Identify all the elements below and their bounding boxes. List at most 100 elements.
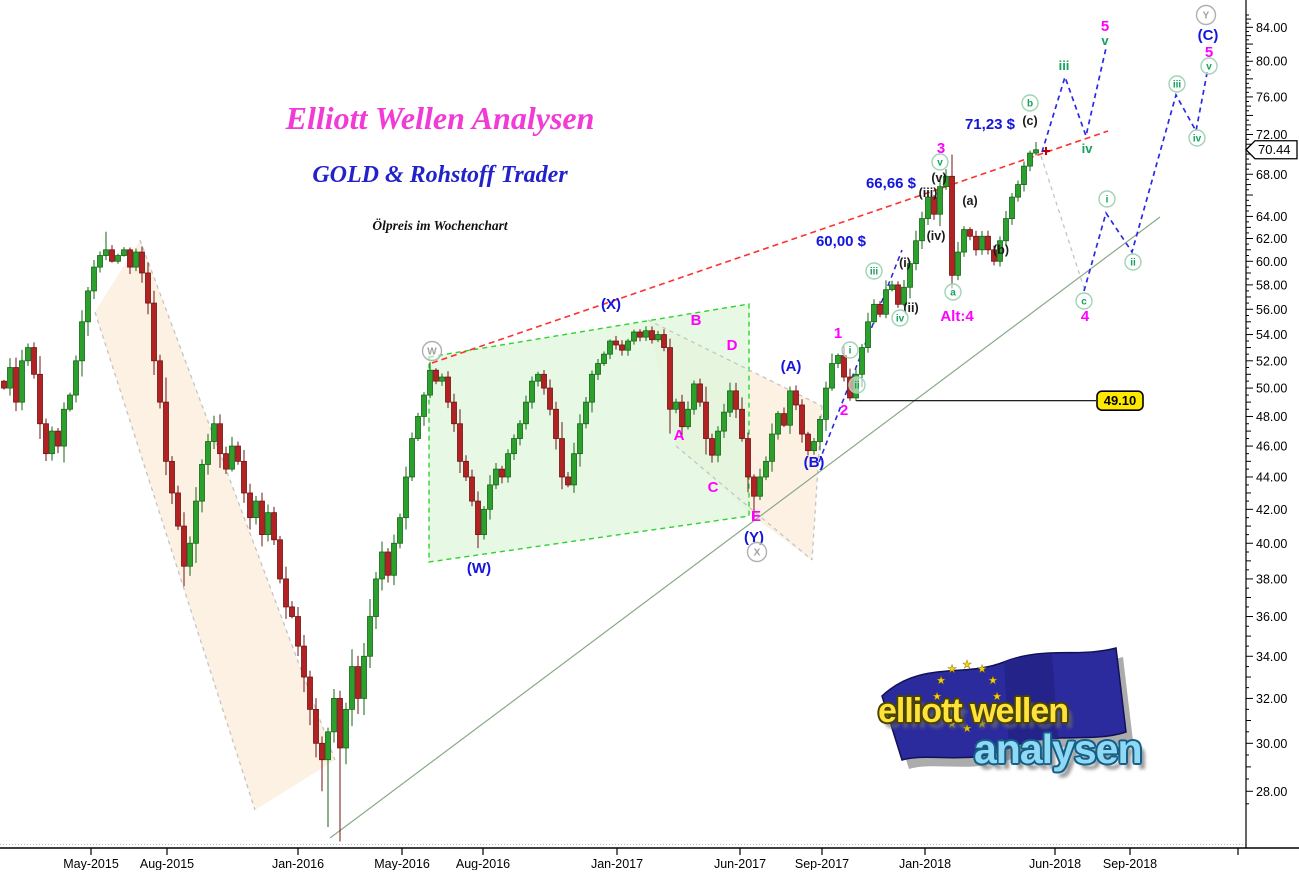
candle (7, 358, 13, 396)
candle-body (667, 347, 673, 410)
candle (871, 299, 877, 325)
wave-label-text: i (1106, 195, 1109, 206)
candle (409, 432, 415, 481)
candle (835, 353, 841, 368)
candle-body (295, 616, 301, 647)
candle-body (955, 251, 961, 276)
support-level-tag[interactable]: 49.10 (1096, 390, 1144, 412)
candle (31, 342, 37, 379)
candle-body (757, 476, 763, 497)
candle-body (817, 418, 823, 442)
candle (121, 247, 127, 257)
candle-body (823, 387, 829, 420)
candle (19, 349, 25, 411)
wave-circle-icon (841, 341, 859, 359)
wave-label-circled: ii (848, 376, 866, 394)
candle-body (271, 512, 277, 541)
x-axis-label: Sep-2017 (795, 857, 849, 870)
candle (571, 442, 577, 493)
wave-label-text: c (1081, 297, 1087, 308)
wave-label-circled: c (1075, 292, 1093, 310)
candle (559, 421, 565, 490)
support-level-tag-box[interactable] (1096, 390, 1144, 412)
candle-body (127, 249, 133, 268)
candle (1, 379, 7, 390)
candle-body (931, 196, 937, 215)
logo-word-elliott-wellen: elliott wellen (878, 692, 1069, 730)
wave-circle-icon (1124, 253, 1142, 271)
x-axis-label: Aug-2016 (456, 857, 510, 870)
wave-label-text: (W) (467, 560, 491, 577)
candle-body (901, 286, 907, 305)
candle-body (421, 394, 427, 417)
wave-label-circled: ii (1124, 253, 1142, 271)
candle (697, 378, 703, 407)
candle (481, 506, 487, 540)
wave-label-text: C (708, 479, 719, 496)
candle-body (463, 460, 469, 478)
wave-label-circled: i (841, 341, 859, 359)
candle (823, 381, 829, 431)
candle-body (991, 249, 997, 262)
y-axis-label: 40.00 (1256, 537, 1287, 551)
candle-body (199, 464, 205, 502)
candle-body (163, 401, 169, 462)
candle (577, 414, 583, 467)
wave-circle-icon (1195, 4, 1217, 26)
trendline-wave12-support (818, 249, 903, 463)
wave-circle-icon (1168, 75, 1186, 93)
y-axis-label: 52.00 (1256, 354, 1287, 368)
candle (337, 690, 343, 842)
wave-circle-icon (1200, 57, 1218, 75)
candle-body (37, 373, 43, 425)
candle (691, 380, 697, 415)
candle-body (541, 373, 547, 389)
candle-body (343, 708, 349, 749)
x-axis-label: Jun-2017 (714, 857, 766, 870)
y-axis-label: 30.00 (1256, 737, 1287, 751)
candle-body (889, 284, 895, 291)
wave-label-text: Y (1203, 11, 1210, 22)
wave-label-text: 71,23 $ (965, 116, 1016, 133)
wave-label-circled: iv (1188, 129, 1206, 147)
candle (955, 241, 961, 281)
candle-body (31, 347, 37, 375)
candle-body (133, 251, 139, 268)
candle-body (493, 468, 499, 486)
candle-body (907, 263, 913, 288)
candle-body (595, 363, 601, 375)
candle-body (169, 460, 175, 494)
wave-label-text: W (427, 347, 437, 358)
candle-body (277, 539, 283, 580)
candle-body (259, 500, 265, 536)
wave-label-text: v (1206, 62, 1212, 73)
candle-body (1, 380, 7, 389)
flag-fold (1004, 654, 1058, 748)
candle-body (415, 416, 421, 439)
candle-body (247, 492, 253, 519)
candle (937, 176, 943, 227)
wave-circle-icon (865, 262, 883, 280)
candle-body (355, 666, 361, 699)
y-axis-label: 36.00 (1256, 610, 1287, 624)
candle-body (751, 476, 757, 497)
wave-label-text: iv (896, 314, 905, 325)
wave-label-text: E (751, 508, 761, 525)
candle-body (625, 340, 631, 351)
candle (157, 354, 163, 409)
candle (181, 512, 187, 587)
candle (37, 356, 43, 439)
candle-body (637, 331, 643, 338)
candle (403, 466, 409, 530)
star-icon: ★ (936, 675, 946, 687)
candle (451, 393, 457, 432)
candle (883, 280, 889, 319)
candle (583, 396, 589, 429)
candle-body (385, 551, 391, 576)
candle (301, 635, 307, 693)
candle-body (403, 476, 409, 519)
star-icon: ★ (992, 691, 1002, 703)
y-axis-label: 56.00 (1256, 303, 1287, 317)
